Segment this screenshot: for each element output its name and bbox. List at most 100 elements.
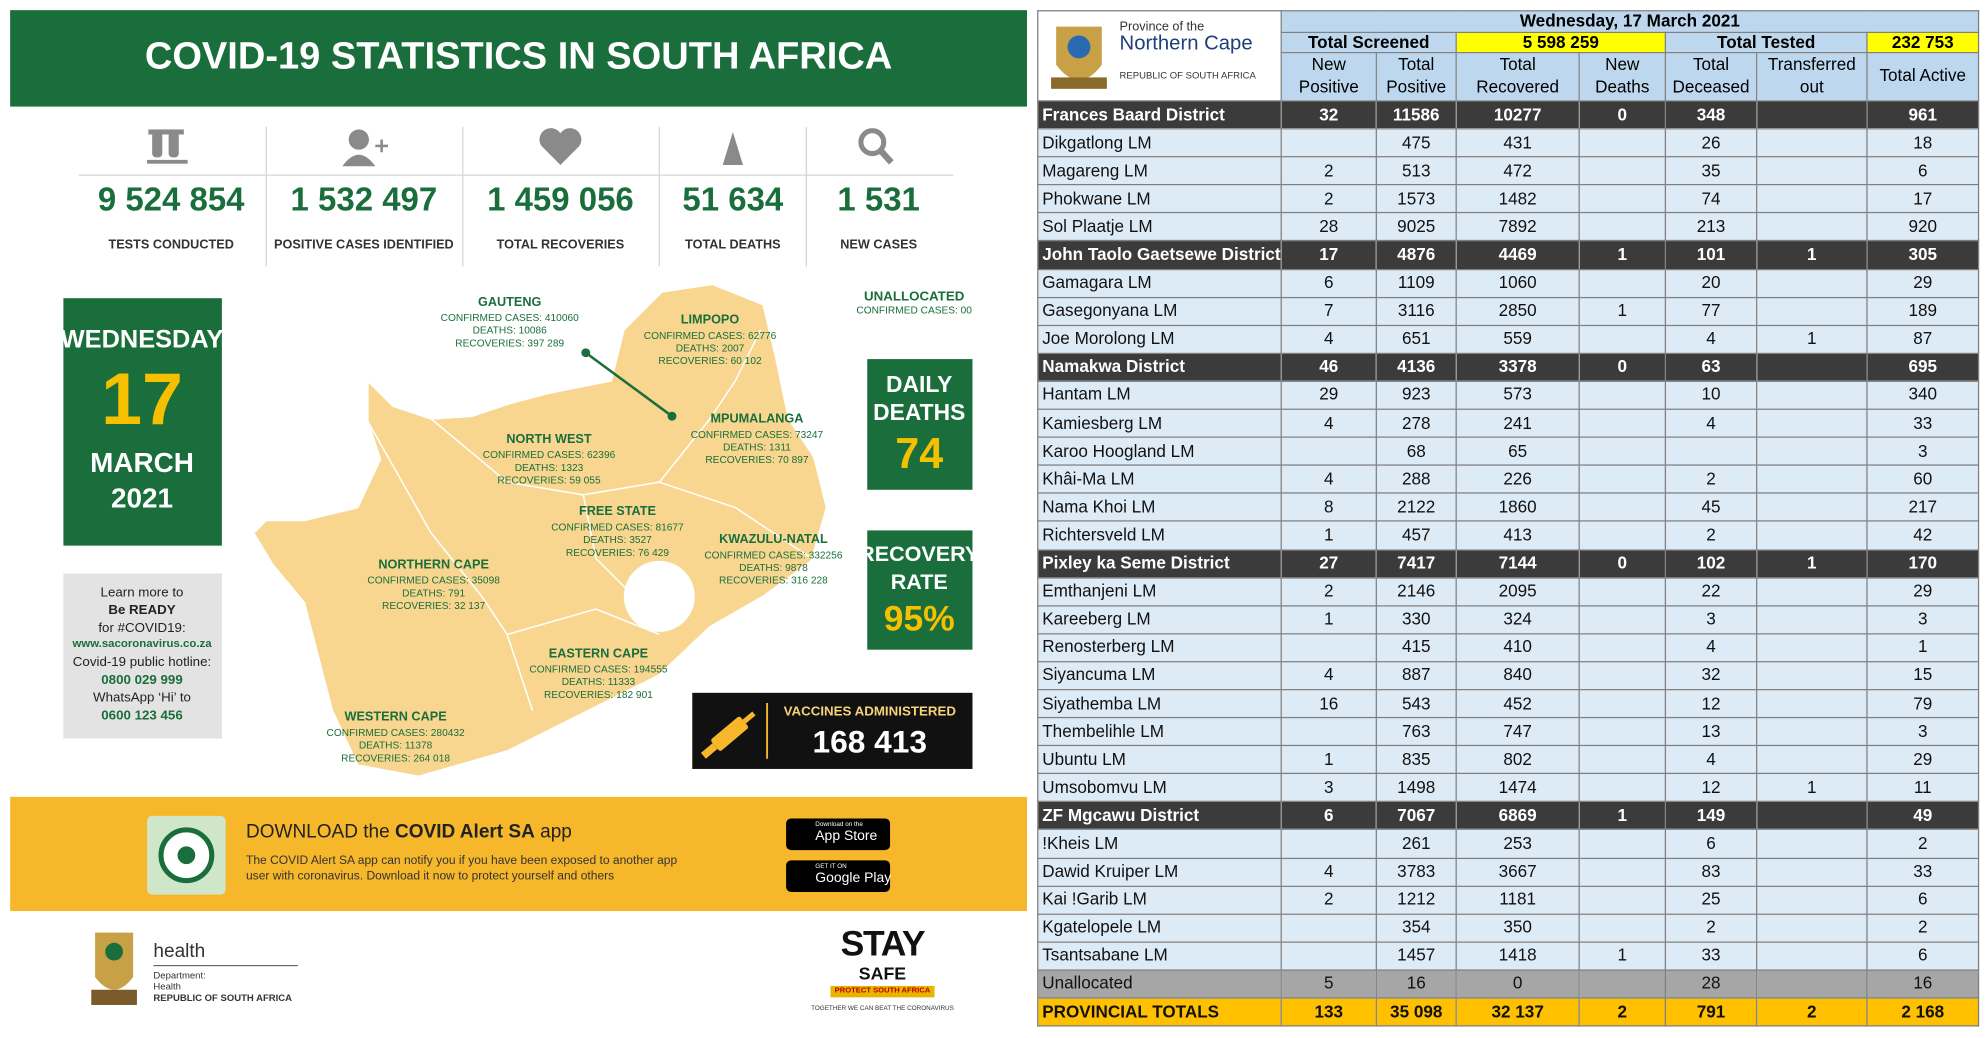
cell: 2 [1280,156,1377,186]
cell: 472 [1455,156,1580,186]
cell [1578,885,1667,915]
cell: 32 [1664,660,1758,691]
row-lm: Magareng LM 2 513 472 35 6 [1037,156,1980,186]
google-play-badge[interactable] [786,860,891,893]
row-lm: Nama Khoi LM 8 2122 1860 45 217 [1037,492,1980,523]
header-row: New Positive Total Positive Total Recovere… [1038,51,1980,102]
cell: 324 [1455,604,1580,635]
cell: 920 [1866,212,1980,242]
cell: 6 [1280,801,1377,831]
health: health [153,940,206,962]
cell [1578,408,1667,438]
cell: 6869 [1455,801,1580,831]
cell: 87 [1866,324,1980,354]
cell: 28 [1664,969,1758,999]
province-name: EASTERN CAPE [548,647,649,662]
cell [1280,717,1377,747]
cell: 63 [1664,352,1758,382]
recovery-label: RECOVERY [859,541,980,566]
pointer [585,351,673,418]
cell: 1 [1756,324,1868,354]
cell: 3378 [1455,352,1580,382]
cell: 651 [1375,324,1457,354]
province-name: FREE STATE [578,505,656,519]
cell: 452 [1455,688,1580,719]
dept-line: Department: [153,969,206,981]
cell: 1 [1756,240,1868,270]
cell [1280,941,1377,971]
cell: 9025 [1375,212,1457,242]
cell: 1474 [1455,773,1580,803]
row-name: Dikgatlong LM [1037,128,1282,158]
cell: 887 [1375,660,1457,691]
cell: 543 [1375,688,1457,719]
cell [1578,436,1667,466]
deaths-box [867,359,973,490]
app-text: The COVID Alert SA app can notify you if… [245,853,678,884]
cell [1578,464,1667,495]
cell: 11 [1866,773,1980,803]
cell: 1457 [1375,941,1457,971]
separators [265,126,808,267]
deaths-value: 74 [895,430,944,479]
row-lm: !Kheis LM 261 253 6 2 [1037,829,1980,859]
row-lm: Siyathemba LM 16 543 452 12 79 [1037,688,1980,719]
stat-value: 51 634 [682,180,784,219]
province-line: CONFIRMED CASES: 332256 [704,549,843,561]
cell: 2 [1866,829,1980,859]
cell [1756,941,1868,971]
row-name: Gasegonyana LM [1037,296,1282,326]
cell [1578,268,1667,298]
cell: 413 [1455,520,1580,551]
info-box [63,573,222,739]
cell: 1498 [1375,773,1457,803]
row-lm: Kgatelopele LM 354 350 2 2 [1037,913,1980,943]
cell: 33 [1866,857,1980,887]
header-row: Province of the Northern Cape REPUBLIC OF … [1037,10,1980,102]
cell: 0 [1455,969,1580,999]
cell: 79 [1866,688,1980,719]
province-line: CONFIRMED CASES: 194555 [529,663,668,676]
cell [1578,380,1667,410]
cell: 2 [1280,184,1377,214]
row-lm: Kai !Garib LM 2 1212 1181 25 6 [1037,885,1980,915]
app-store-badge[interactable] [786,818,891,851]
cell: 25 [1664,885,1758,915]
cell: 2 [1664,464,1758,495]
cell [1756,100,1868,130]
row-lm: Richtersveld LM 1 457 413 2 42 [1037,520,1980,551]
cell: 10 [1664,380,1758,410]
cell: 17 [1280,240,1377,270]
info-line: 0800 029 999 [101,672,183,688]
cell: 2146 [1375,576,1457,607]
safe: SAFE [858,963,907,984]
cell: 4 [1664,632,1758,663]
cell: 7892 [1455,212,1580,242]
cell: 29 [1280,380,1377,410]
date-cell: Wednesday, 17 March 2021 [1280,10,1980,34]
row-name: Umsobomvu LM [1037,773,1282,803]
row-lm: Umsobomvu LM 3 1498 1474 12 1 11 [1037,773,1980,803]
vaccine-value: 168 413 [812,724,928,761]
cell: 4 [1664,745,1758,775]
row-name: Gamagara LM [1037,268,1282,298]
province-line: CONFIRMED CASES: 280432 [326,727,465,739]
row-lm: Siyancuma LM 4 887 840 32 15 [1037,660,1980,691]
cell [1756,492,1868,523]
stat-label: TESTS CONDUCTED [108,238,234,253]
cell: 840 [1455,660,1580,691]
info-line: Learn more to [100,584,184,601]
cell [1756,829,1868,859]
province-line: DEATHS: 1311 [723,441,791,453]
province-line: CONFIRMED CASES: 62776 [643,329,777,342]
cell: 60 [1866,464,1980,495]
cell [1578,156,1667,186]
info-line: Be READY [108,602,176,618]
cell: 2 [1664,913,1758,943]
province-line: DEATHS: 10086 [472,324,547,337]
province-line: DEATHS: 3527 [583,534,652,546]
cell: 20 [1664,268,1758,298]
province-line: CONFIRMED CASES: 62396 [482,449,616,461]
cell: 8 [1280,492,1377,523]
